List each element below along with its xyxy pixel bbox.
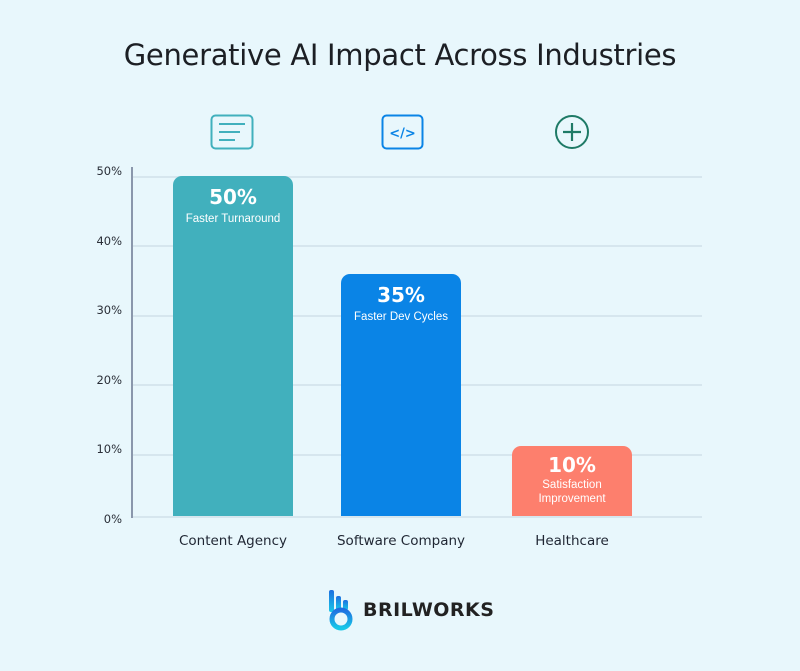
y-tick-label: 10% [96,442,122,456]
chart-title: Generative AI Impact Across Industries [123,38,677,72]
gridline [133,176,702,178]
brilworks-logo-icon [329,590,353,631]
bar-sub-label: Satisfaction Improvement [538,479,606,505]
plus-circle-icon [555,115,589,149]
bar-healthcare[interactable]: 10% Satisfaction Improvement [512,446,632,516]
y-tick-label: 30% [96,303,122,317]
gridline [133,245,702,247]
y-tick-label: 40% [96,234,122,248]
bar-value-label: 10% [548,453,596,477]
y-axis [131,167,133,518]
brand-logo: BRILWORKS [327,588,494,632]
bar-software-company[interactable]: 35% Faster Dev Cycles [341,274,461,516]
y-tick-label: 20% [96,373,122,387]
bar-content-agency[interactable]: 50% Faster Turnaround [173,176,293,516]
x-axis-label: Healthcare [535,533,609,549]
code-brackets-icon: </> [381,114,424,150]
svg-text:</>: </> [389,127,416,142]
bar-value-label: 50% [209,185,257,209]
baseline [133,516,702,518]
bar-sub-label: Faster Dev Cycles [354,311,448,323]
bar-sub-label: Faster Turnaround [185,213,281,225]
y-tick-label: 0% [103,512,122,526]
bar-chart: 50% 40% 30% 20% 10% 0% 50% Faster Turnar… [96,164,702,549]
document-lines-icon [210,114,254,150]
x-axis-label: Software Company [336,533,466,549]
brand-name: BRILWORKS [363,599,495,621]
y-tick-label: 50% [96,164,122,178]
bar-value-label: 35% [377,283,425,307]
x-axis-label: Content Agency [178,533,288,549]
